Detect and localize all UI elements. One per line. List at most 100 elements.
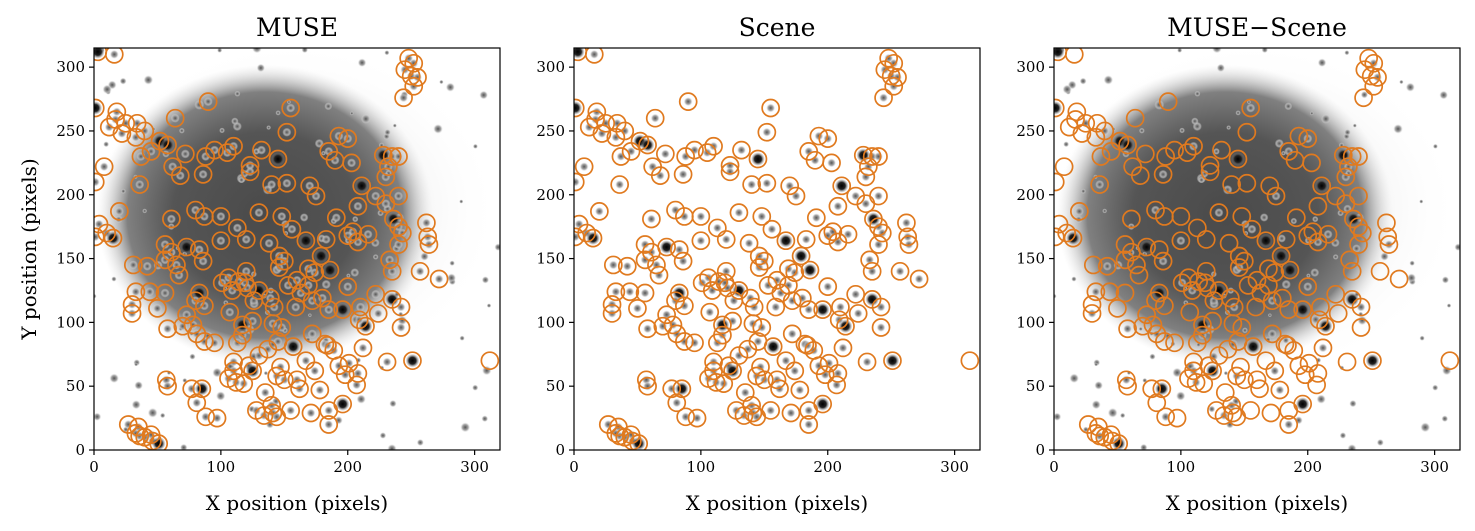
source-star: [1282, 263, 1297, 278]
field-star: [481, 415, 489, 423]
source-marker: [673, 164, 693, 184]
source-marker: [761, 98, 781, 118]
field-star: [1127, 223, 1135, 231]
source-star: [296, 288, 306, 298]
source-marker: [1237, 173, 1257, 193]
plot-frame-muse: [93, 47, 501, 451]
source-star: [192, 398, 202, 408]
source-marker: [335, 365, 355, 385]
source-marker: [1122, 209, 1141, 229]
source-marker: [884, 76, 904, 96]
source-marker: [729, 203, 749, 222]
field-star: [447, 273, 457, 283]
source-marker: [187, 393, 207, 413]
source-star: [104, 122, 114, 132]
source-star: [1158, 169, 1168, 179]
source-marker: [296, 231, 316, 251]
field-star: [356, 394, 366, 404]
source-star: [1214, 208, 1224, 218]
source-star: [94, 177, 100, 187]
source-marker: [662, 379, 682, 399]
source-marker: [382, 147, 402, 166]
source-star: [640, 288, 650, 298]
field-star: [1349, 399, 1357, 408]
source-marker: [1261, 403, 1281, 423]
source-star: [180, 149, 190, 159]
source-marker: [1193, 325, 1212, 345]
field-star: [384, 129, 391, 136]
x-tick-label: 100: [687, 458, 716, 476]
source-marker: [675, 332, 694, 351]
source-marker: [211, 207, 231, 226]
source-marker: [822, 153, 841, 173]
field-star: [252, 48, 262, 54]
source-star: [862, 357, 872, 367]
source-marker: [742, 175, 761, 194]
source-marker: [1363, 351, 1382, 371]
source-marker: [1241, 98, 1261, 118]
source-star: [895, 266, 905, 276]
source-marker: [574, 98, 585, 118]
source-marker: [301, 403, 321, 423]
source-marker: [156, 370, 176, 390]
source-star: [109, 49, 119, 59]
source-marker: [1101, 425, 1121, 445]
source-marker: [1303, 222, 1323, 242]
source-marker: [320, 260, 340, 280]
source-marker: [333, 300, 353, 319]
source-marker: [290, 379, 309, 399]
source-star: [1323, 229, 1333, 239]
source-marker: [757, 173, 777, 193]
source-marker: [862, 147, 882, 166]
source-marker: [1222, 175, 1241, 194]
source-marker: [1086, 282, 1106, 302]
source-star: [1154, 381, 1169, 396]
source-marker: [1054, 157, 1074, 177]
source-marker: [94, 157, 114, 177]
source-star: [298, 233, 313, 248]
y-tick-label: 250: [536, 122, 565, 140]
source-marker: [1135, 144, 1155, 164]
field-star: [120, 188, 126, 194]
source-marker: [1229, 258, 1249, 277]
source-star: [1195, 317, 1210, 332]
source-marker: [1286, 208, 1306, 228]
field-star: [459, 199, 464, 204]
source-marker: [720, 156, 740, 175]
field-star: [1261, 48, 1269, 54]
source-marker: [1212, 140, 1231, 160]
source-marker: [418, 227, 438, 247]
field-star: [1103, 75, 1114, 85]
source-marker: [691, 207, 711, 226]
source-marker: [853, 145, 873, 165]
axis-ticks-scene: 0 100 200 300 0 50 100 150 200 250 300: [536, 58, 969, 476]
source-star: [1365, 353, 1380, 368]
field-star: [1069, 373, 1079, 384]
source-marker: [874, 88, 893, 108]
field-star: [397, 315, 407, 326]
source-marker: [1180, 302, 1200, 322]
source-marker: [699, 268, 718, 288]
source-marker: [700, 302, 720, 322]
field-star: [119, 77, 127, 85]
source-marker: [1308, 364, 1328, 383]
source-marker: [800, 260, 820, 280]
source-marker: [1153, 251, 1173, 271]
source-marker: [1312, 176, 1332, 196]
field-star: [479, 90, 488, 100]
source-star: [648, 162, 658, 172]
field-star: [1091, 400, 1101, 410]
field-star: [1213, 147, 1220, 155]
field-star: [1310, 268, 1320, 277]
source-star: [804, 419, 814, 429]
y-tick-label: 300: [56, 58, 85, 76]
source-marker: [329, 126, 349, 146]
source-marker: [823, 222, 843, 242]
source-star: [646, 214, 656, 224]
source-marker: [1266, 186, 1286, 206]
source-marker: [899, 235, 919, 254]
source-marker: [1247, 270, 1267, 290]
field-star: [392, 123, 397, 128]
source-marker: [239, 356, 259, 376]
source-star: [131, 287, 141, 297]
